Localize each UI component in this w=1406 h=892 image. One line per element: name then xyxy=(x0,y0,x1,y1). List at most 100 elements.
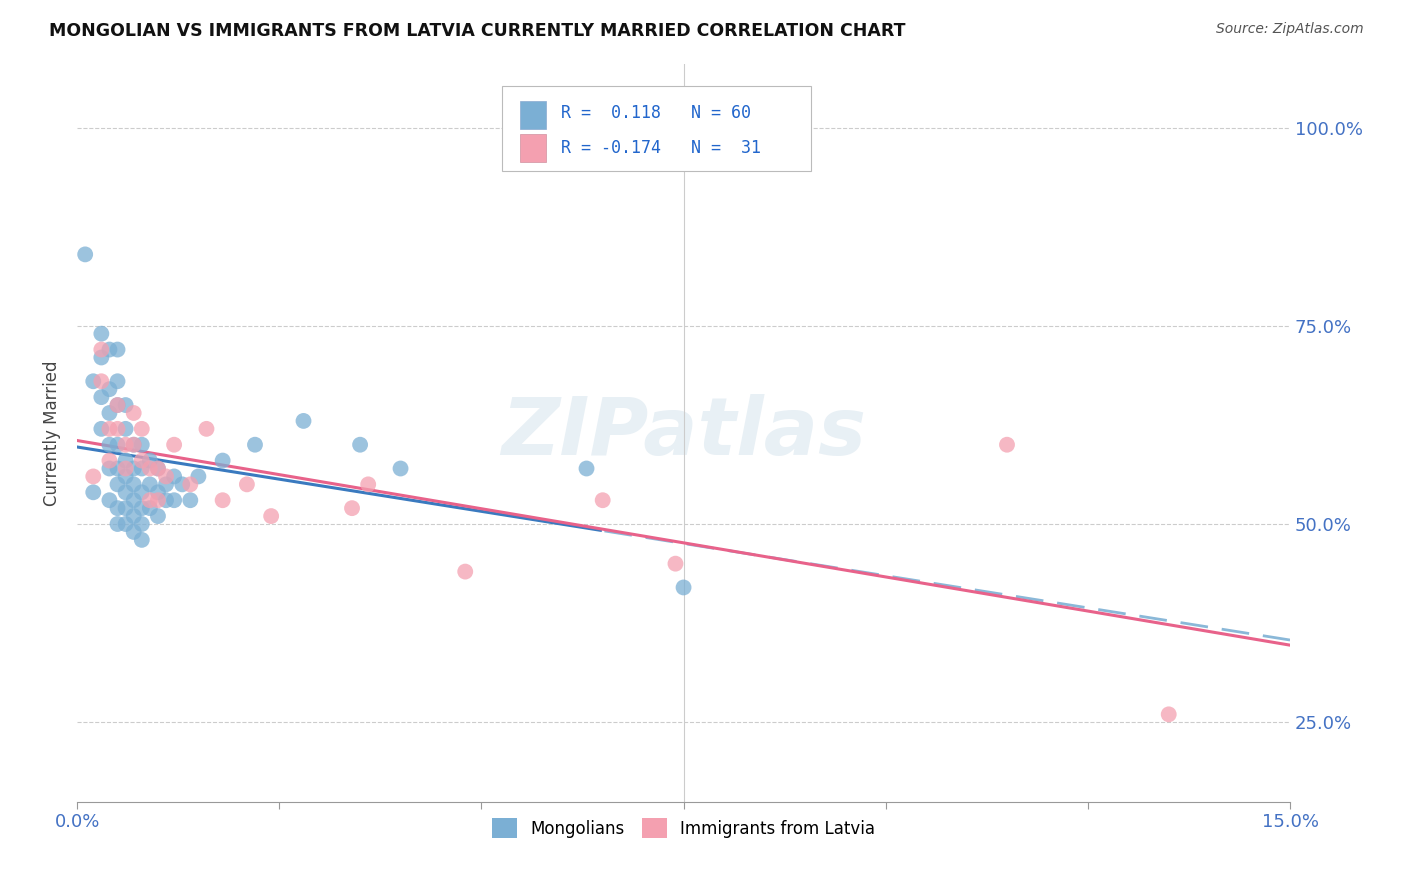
Point xyxy=(90,390,112,404)
Point xyxy=(114,501,136,516)
Text: R =  0.118   N = 60: R = 0.118 N = 60 xyxy=(561,104,751,122)
Point xyxy=(139,493,162,508)
Point xyxy=(139,453,162,467)
Point xyxy=(155,477,177,491)
Point xyxy=(575,461,598,475)
Point xyxy=(90,422,112,436)
Point xyxy=(90,374,112,388)
Point xyxy=(131,501,153,516)
Point xyxy=(98,438,121,452)
Point xyxy=(107,438,129,452)
Point xyxy=(349,438,371,452)
Point xyxy=(211,493,233,508)
Point xyxy=(98,493,121,508)
Point xyxy=(82,374,104,388)
Point xyxy=(114,516,136,531)
Point xyxy=(122,493,145,508)
Point xyxy=(98,343,121,357)
Point xyxy=(107,501,129,516)
Point xyxy=(107,374,129,388)
Point xyxy=(172,477,194,491)
Point xyxy=(82,469,104,483)
Point xyxy=(389,461,412,475)
FancyBboxPatch shape xyxy=(502,87,811,171)
Point xyxy=(122,406,145,420)
Point xyxy=(146,461,169,475)
Point xyxy=(90,351,112,365)
Point xyxy=(122,461,145,475)
Point xyxy=(122,477,145,491)
Y-axis label: Currently Married: Currently Married xyxy=(44,360,60,506)
Point xyxy=(114,398,136,412)
Point xyxy=(155,493,177,508)
Point xyxy=(131,533,153,547)
Point xyxy=(107,516,129,531)
Text: ZIPatlas: ZIPatlas xyxy=(501,393,866,472)
Point xyxy=(146,493,169,508)
Point xyxy=(292,414,315,428)
Point xyxy=(98,406,121,420)
Point xyxy=(90,343,112,357)
Point xyxy=(146,485,169,500)
Point xyxy=(122,509,145,524)
Point xyxy=(114,422,136,436)
Point xyxy=(357,477,380,491)
Point xyxy=(98,461,121,475)
Point xyxy=(122,438,145,452)
Point xyxy=(114,438,136,452)
Point xyxy=(163,493,186,508)
Point xyxy=(195,422,218,436)
Point xyxy=(131,438,153,452)
Point xyxy=(82,485,104,500)
Point xyxy=(163,469,186,483)
Point xyxy=(139,477,162,491)
Point xyxy=(146,509,169,524)
Point xyxy=(131,461,153,475)
Point xyxy=(179,493,201,508)
FancyBboxPatch shape xyxy=(520,134,547,161)
Point xyxy=(664,557,686,571)
Point xyxy=(236,477,259,491)
Point xyxy=(107,398,129,412)
Point xyxy=(107,461,129,475)
Point xyxy=(75,247,97,261)
Point xyxy=(131,485,153,500)
Point xyxy=(107,422,129,436)
Text: Source: ZipAtlas.com: Source: ZipAtlas.com xyxy=(1216,22,1364,37)
Point xyxy=(211,453,233,467)
Point xyxy=(114,461,136,475)
Point xyxy=(131,516,153,531)
Point xyxy=(163,438,186,452)
Point xyxy=(131,453,153,467)
Point xyxy=(90,326,112,341)
Point xyxy=(672,581,695,595)
Point xyxy=(107,398,129,412)
Text: MONGOLIAN VS IMMIGRANTS FROM LATVIA CURRENTLY MARRIED CORRELATION CHART: MONGOLIAN VS IMMIGRANTS FROM LATVIA CURR… xyxy=(49,22,905,40)
FancyBboxPatch shape xyxy=(520,101,547,128)
Point xyxy=(114,453,136,467)
Point xyxy=(114,469,136,483)
Point xyxy=(98,453,121,467)
Point xyxy=(179,477,201,491)
Point xyxy=(592,493,614,508)
Point xyxy=(139,501,162,516)
Point xyxy=(139,461,162,475)
Point xyxy=(107,477,129,491)
Text: R = -0.174   N =  31: R = -0.174 N = 31 xyxy=(561,138,761,157)
Point xyxy=(114,485,136,500)
Point xyxy=(146,461,169,475)
Point xyxy=(98,422,121,436)
Legend: Mongolians, Immigrants from Latvia: Mongolians, Immigrants from Latvia xyxy=(485,811,882,845)
Point xyxy=(122,438,145,452)
Point xyxy=(243,438,266,452)
Point xyxy=(340,501,363,516)
Point xyxy=(131,422,153,436)
Point xyxy=(107,343,129,357)
Point xyxy=(454,565,477,579)
Point xyxy=(260,509,283,524)
Point xyxy=(155,469,177,483)
Point xyxy=(122,524,145,539)
Point xyxy=(187,469,209,483)
Point xyxy=(995,438,1018,452)
Point xyxy=(1157,707,1180,722)
